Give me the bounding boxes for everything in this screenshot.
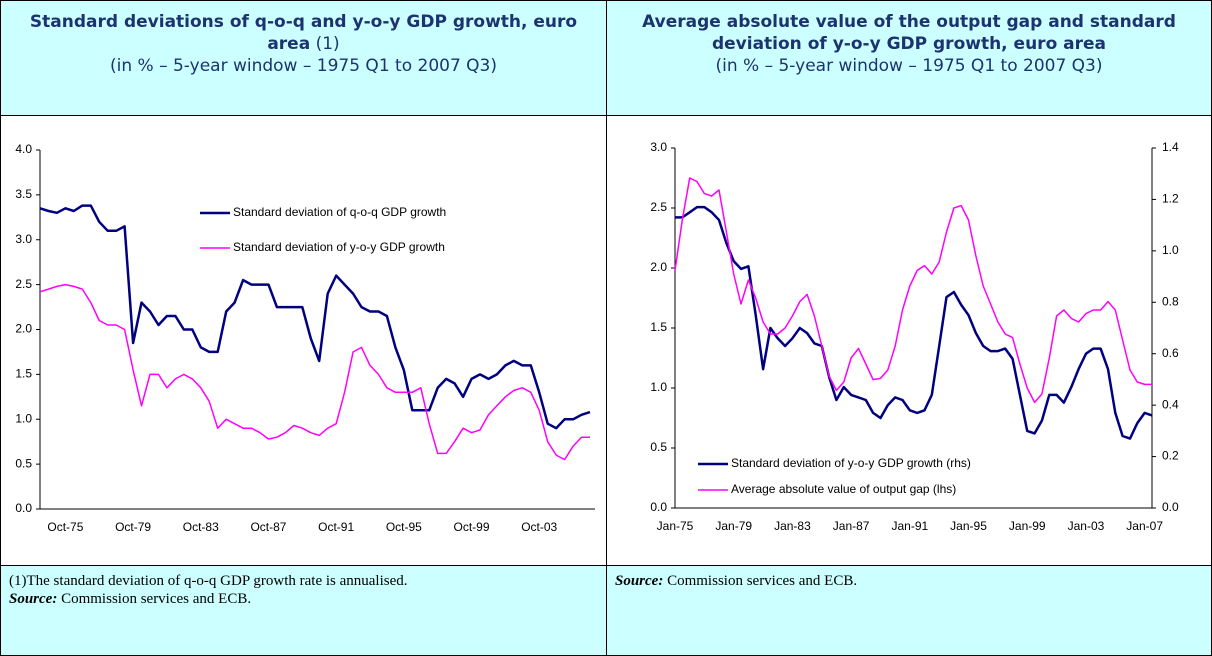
y-tick-label: 1.0	[15, 411, 32, 425]
series-line	[674, 177, 1152, 404]
y-tick-label: 2.0	[650, 260, 667, 274]
y-tick-label: 2.0	[15, 322, 32, 336]
x-tick-label: Oct-83	[183, 520, 219, 534]
right-chart-cell	[606, 115, 1212, 566]
title: Standard deviations of q-o-q and y-o-y G…	[29, 12, 578, 54]
x-tick-label: Oct-95	[386, 520, 422, 534]
y-tick-label: 0.0	[15, 501, 32, 515]
left-header: Standard deviations of q-o-q and y-o-y G…	[0, 0, 607, 116]
legend-label: Standard deviation of q-o-q GDP growth	[233, 205, 446, 219]
legend-label: Standard deviation of y-o-y GDP growth	[233, 240, 445, 254]
series-line	[39, 204, 591, 430]
y-tick-label: 0.5	[15, 456, 32, 470]
y-tick-label: 1.5	[650, 320, 667, 334]
x-tick-label: Jan-07	[1126, 519, 1163, 533]
x-tick-label: Jan-87	[833, 519, 870, 533]
left-footer: (1)The standard deviation of q-o-q GDP g…	[0, 565, 607, 656]
x-tick-label: Jan-03	[1068, 519, 1105, 533]
source-text: Commission services and ECB.	[57, 591, 252, 607]
subtitle: (in % – 5-year window – 1975 Q1 to 2007 …	[109, 56, 497, 76]
y-tick-label: 1.4	[1162, 140, 1179, 154]
y-tick-label: 3.5	[15, 187, 32, 201]
x-tick-label: Jan-91	[891, 519, 928, 533]
x-tick-label: Oct-75	[47, 520, 83, 534]
y-tick-label: 1.0	[650, 380, 667, 394]
legend-label: Standard deviation of y-o-y GDP growth (…	[731, 456, 971, 470]
x-tick-label: Jan-83	[774, 519, 811, 533]
x-tick-label: Jan-95	[950, 519, 987, 533]
y-tick-label: 2.5	[15, 277, 32, 291]
source-text: Commission services and ECB.	[663, 573, 858, 589]
y-tick-label: 0.0	[1162, 500, 1179, 514]
y-tick-label: 0.8	[1162, 294, 1179, 308]
y-tick-label: 1.5	[15, 367, 32, 381]
x-tick-label: Jan-79	[715, 519, 752, 533]
y-tick-label: 0.6	[1162, 346, 1179, 360]
x-tick-label: Oct-87	[250, 520, 286, 534]
title: Average absolute value of the output gap…	[642, 12, 1176, 54]
x-tick-label: Jan-75	[657, 519, 694, 533]
x-tick-label: Oct-91	[318, 520, 354, 534]
y-tick-label: 1.2	[1162, 192, 1179, 206]
left-chart-cell	[0, 115, 607, 566]
title-note: (1)	[315, 34, 340, 54]
y-tick-label: 0.5	[650, 440, 667, 454]
y-tick-label: 0.4	[1162, 397, 1179, 411]
footnote: (1)The standard deviation of q-o-q GDP g…	[9, 573, 408, 589]
series-line	[39, 283, 590, 461]
subtitle: (in % – 5-year window – 1975 Q1 to 2007 …	[715, 56, 1103, 76]
right-footer: Source: Commission services and ECB.	[606, 565, 1212, 656]
right-header: Average absolute value of the output gap…	[606, 0, 1212, 116]
y-tick-label: 1.0	[1162, 243, 1179, 257]
source-label: Source:	[615, 573, 664, 589]
x-tick-label: Oct-03	[521, 520, 557, 534]
x-tick-label: Oct-79	[115, 520, 151, 534]
x-tick-label: Oct-99	[454, 520, 490, 534]
y-tick-label: 4.0	[15, 142, 32, 156]
legend-label: Average absolute value of output gap (lh…	[731, 482, 956, 496]
y-tick-label: 3.0	[15, 232, 32, 246]
y-tick-label: 3.0	[650, 140, 667, 154]
series-line	[675, 205, 1153, 440]
y-tick-label: 0.2	[1162, 449, 1179, 463]
y-tick-label: 2.5	[650, 200, 667, 214]
x-tick-label: Jan-99	[1009, 519, 1046, 533]
y-tick-label: 0.0	[650, 500, 667, 514]
source-label: Source:	[9, 591, 58, 607]
